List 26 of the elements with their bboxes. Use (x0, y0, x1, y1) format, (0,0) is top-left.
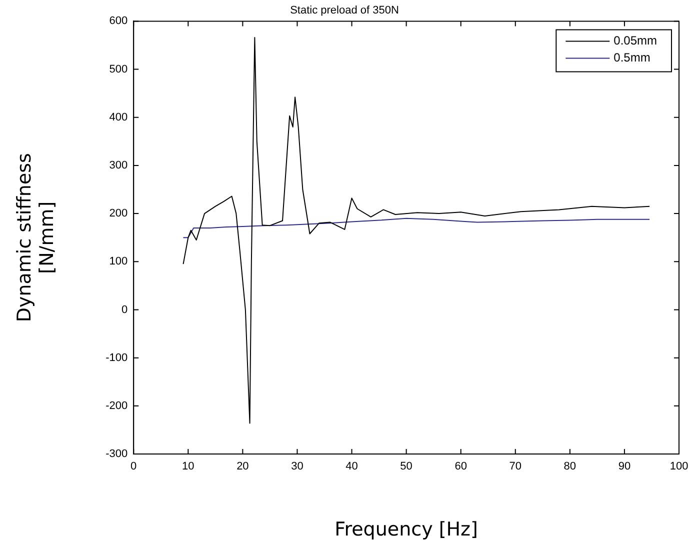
x-axis-title: Frequency [Hz] (334, 518, 478, 541)
x-tick-label: 80 (564, 460, 576, 473)
y-tick-label: 100 (109, 256, 128, 268)
x-tick-label: 100 (670, 460, 688, 473)
x-tick-label: 10 (182, 460, 194, 473)
x-tick-label: 50 (400, 460, 412, 473)
legend-label: 0.05mm (614, 34, 658, 48)
x-tick-label: 60 (454, 460, 467, 473)
y-tick-label: 200 (109, 208, 128, 220)
y-tick-label: -100 (106, 352, 128, 364)
x-tick-label: 90 (618, 460, 631, 473)
y-tick-label: -300 (106, 448, 128, 460)
x-tick-label: 70 (509, 460, 522, 473)
y-tick-label: 300 (109, 160, 128, 172)
y-tick-label: -200 (106, 400, 128, 412)
x-tick-label: 30 (291, 460, 304, 473)
y-axis-title: Dynamic stiffness [N/mm] (13, 153, 58, 322)
x-tick-label: 0 (130, 460, 137, 473)
y-tick-label: 0 (121, 304, 128, 316)
y-tick-label: 400 (109, 111, 128, 124)
x-tick-label: 20 (236, 460, 249, 473)
y-tick-label: 600 (109, 15, 128, 28)
y-tick-label: 500 (109, 63, 128, 76)
legend-label: 0.5mm (614, 50, 650, 65)
x-tick-label: 40 (346, 460, 358, 473)
chart-title: Static preload of 350N (290, 4, 399, 17)
